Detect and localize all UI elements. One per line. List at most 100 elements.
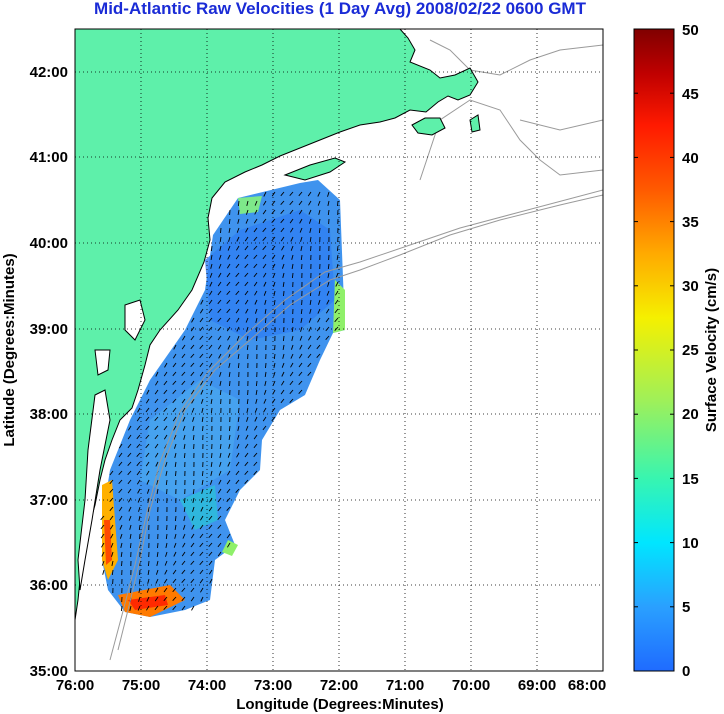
velocity-vector	[282, 272, 285, 279]
velocity-vector	[183, 452, 186, 459]
velocity-vector	[336, 245, 339, 252]
velocity-vector	[318, 218, 321, 224]
velocity-vector	[138, 578, 141, 585]
velocity-vector	[327, 191, 330, 197]
velocity-vector	[100, 515, 105, 521]
velocity-vector	[300, 254, 303, 261]
velocity-vector	[244, 299, 249, 305]
velocity-vector	[190, 335, 195, 341]
x-tick-label: 68:00	[568, 677, 606, 694]
velocity-vector	[308, 200, 312, 206]
y-tick-label: 37:00	[30, 492, 68, 509]
velocity-vector	[154, 398, 159, 404]
velocity-vector	[181, 560, 186, 566]
velocity-vector	[326, 290, 330, 296]
velocity-vector	[246, 398, 249, 405]
velocity-vector	[173, 560, 177, 566]
velocity-vector	[272, 263, 276, 269]
velocity-vector	[299, 335, 303, 341]
colorbar	[633, 28, 675, 672]
velocity-vector	[199, 542, 204, 548]
velocity-vector	[146, 470, 150, 476]
velocity-vector	[281, 380, 285, 386]
velocity-vector	[182, 335, 186, 341]
velocity-vector	[200, 506, 204, 512]
velocity-vector	[208, 326, 213, 331]
velocity-vector	[308, 326, 312, 332]
velocity-vector	[308, 335, 312, 341]
velocity-vector	[298, 200, 303, 206]
velocity-vector	[127, 461, 132, 466]
velocity-vector	[226, 506, 231, 511]
velocity-vector	[273, 290, 276, 296]
velocity-vector	[308, 317, 312, 323]
velocity-vector	[190, 533, 195, 539]
velocity-vector	[182, 416, 186, 422]
velocity-vector	[128, 515, 132, 521]
velocity-vector	[181, 353, 186, 359]
velocity-vector	[182, 533, 186, 539]
velocity-vector	[199, 578, 204, 584]
velocity-vector	[147, 506, 150, 512]
velocity-vector	[298, 362, 303, 368]
velocity-vector	[163, 578, 168, 584]
colorbar-tick-label: 40	[682, 150, 699, 167]
velocity-vector	[110, 533, 114, 539]
velocity-vector	[327, 281, 330, 287]
velocity-vector	[300, 317, 303, 323]
velocity-vector	[236, 326, 240, 332]
velocity-vector	[244, 245, 249, 251]
velocity-vector	[136, 452, 141, 457]
velocity-vector	[109, 524, 114, 530]
velocity-vector	[298, 353, 303, 359]
colorbar-tick-label: 15	[682, 471, 699, 488]
velocity-vector	[165, 551, 168, 557]
velocity-vector	[199, 551, 204, 556]
velocity-vector	[262, 263, 267, 269]
velocity-vector	[254, 308, 258, 314]
velocity-vector	[165, 461, 168, 467]
velocity-vector	[120, 605, 123, 612]
velocity-vector	[255, 398, 258, 404]
velocity-vector	[201, 407, 204, 414]
velocity-vector	[264, 317, 267, 324]
velocity-vector	[253, 452, 258, 458]
velocity-vector	[289, 371, 294, 377]
velocity-vector	[309, 227, 312, 234]
velocity-vector	[325, 317, 330, 323]
velocity-vector	[254, 407, 258, 413]
velocity-vector	[246, 335, 249, 341]
velocity-vector	[172, 587, 177, 593]
velocity-vector	[226, 488, 231, 494]
velocity-vector	[235, 470, 240, 476]
velocity-vector	[217, 344, 222, 350]
velocity-vector	[164, 569, 168, 575]
velocity-vector	[111, 551, 114, 557]
velocity-vector	[101, 560, 105, 566]
velocity-vector	[280, 227, 285, 233]
velocity-vector	[263, 398, 267, 404]
velocity-vector	[246, 344, 249, 351]
velocity-vector	[271, 254, 276, 260]
velocity-vector	[182, 407, 186, 413]
velocity-vector	[174, 533, 177, 539]
velocity-vector	[272, 272, 276, 278]
velocity-vector	[156, 551, 159, 557]
velocity-vector	[174, 515, 177, 522]
velocity-vector	[327, 209, 330, 216]
velocity-vector	[146, 488, 150, 494]
velocity-vector	[136, 479, 141, 485]
velocity-vector	[236, 452, 240, 458]
velocity-vector	[190, 326, 195, 332]
velocity-vector	[228, 371, 231, 377]
velocity-vector	[182, 542, 186, 548]
velocity-vector	[199, 335, 204, 340]
velocity-vector	[146, 587, 150, 593]
velocity-vector	[118, 452, 123, 458]
velocity-vector	[307, 191, 312, 197]
velocity-vector	[244, 470, 249, 475]
velocity-vector	[192, 434, 195, 441]
velocity-vector	[208, 317, 213, 323]
velocity-vector	[147, 560, 150, 567]
